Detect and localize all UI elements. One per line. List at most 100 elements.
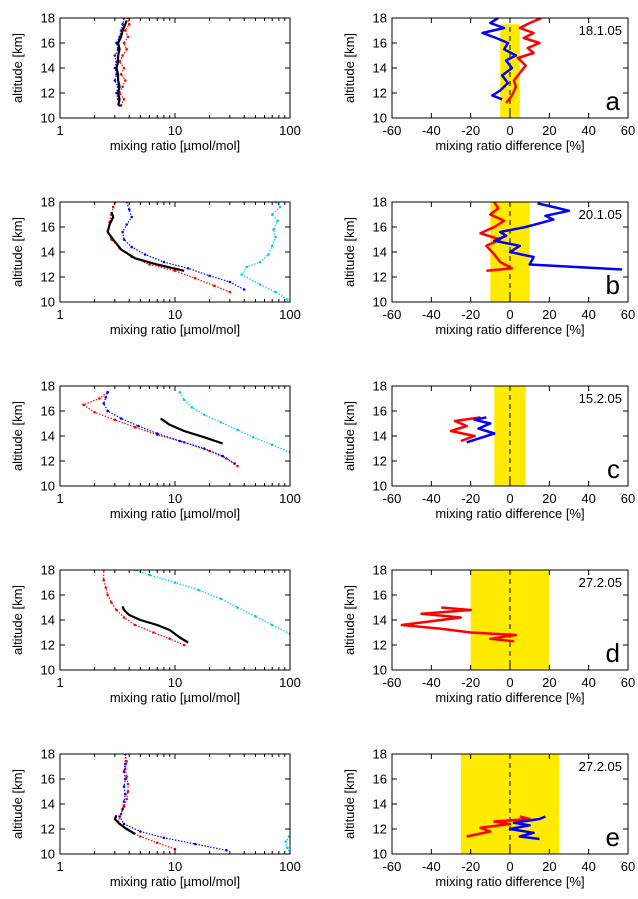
data-point-4 xyxy=(219,421,223,424)
series-2 xyxy=(240,202,289,301)
panel-date-label: 27.2.05 xyxy=(579,575,622,590)
x-tick-label: 1 xyxy=(56,307,63,322)
data-point-12 xyxy=(124,29,127,32)
data-point-3 xyxy=(186,267,190,270)
data-point-6 xyxy=(190,406,194,409)
x-tick-label: 40 xyxy=(581,675,595,690)
data-point-13 xyxy=(121,23,124,26)
y-tick-label: 16 xyxy=(373,220,387,235)
data-point-1 xyxy=(168,637,171,641)
panel-letter-label: c xyxy=(607,454,620,484)
x-tick-label: 20 xyxy=(542,859,556,874)
y-tick-label: 12 xyxy=(41,270,55,285)
x-axis-label: mixing ratio [µmol/mol] xyxy=(110,874,240,889)
y-tick-label: 16 xyxy=(373,404,387,419)
y-tick-label: 14 xyxy=(373,613,387,628)
data-point-5 xyxy=(197,588,200,592)
y-tick-label: 14 xyxy=(373,245,387,260)
data-point-12 xyxy=(278,205,282,209)
plot-frame xyxy=(59,569,291,671)
panel-letter-label: d xyxy=(606,638,620,668)
panel-date-label: 20.1.05 xyxy=(579,207,622,222)
data-point-1 xyxy=(155,841,159,845)
data-point-7 xyxy=(148,573,151,577)
data-point-8 xyxy=(121,230,124,234)
y-axis-label: altitude [km] xyxy=(342,401,357,471)
x-tick-label: -20 xyxy=(461,491,480,506)
data-point-9 xyxy=(126,782,130,786)
y-tick-label: 14 xyxy=(373,61,387,76)
data-point-3 xyxy=(236,428,239,432)
data-point-6 xyxy=(121,807,124,811)
data-point-0 xyxy=(242,288,246,291)
data-point-2 xyxy=(162,836,166,840)
x-tick-label: 10 xyxy=(168,675,182,690)
x-tick-label: -60 xyxy=(383,123,402,138)
data-point-0 xyxy=(236,464,239,468)
data-point-0 xyxy=(225,849,228,852)
data-point-9 xyxy=(104,396,108,399)
x-tick-label: 10 xyxy=(168,307,182,322)
data-point-3 xyxy=(236,606,239,609)
y-axis-label: altitude [km] xyxy=(10,33,25,103)
series-2 xyxy=(178,391,290,454)
x-tick-label: -40 xyxy=(422,675,441,690)
y-axis-label: altitude [km] xyxy=(342,769,357,839)
x-tick-label: -60 xyxy=(383,859,402,874)
x-axis-label: mixing ratio difference [%] xyxy=(435,322,584,337)
y-tick-label: 10 xyxy=(41,111,55,126)
data-point-5 xyxy=(115,608,118,612)
y-tick-label: 12 xyxy=(41,638,55,653)
y-tick-label: 10 xyxy=(373,663,387,678)
series-2 xyxy=(284,835,290,854)
data-point-4 xyxy=(148,263,151,266)
x-tick-label: -20 xyxy=(461,675,480,690)
data-point-3 xyxy=(121,85,124,89)
y-tick-label: 14 xyxy=(373,797,387,812)
x-tick-label: 0 xyxy=(506,675,513,690)
chart-right-3: 10 12 14 16 18 -60 -40 -20 0 20 40 60 mixing ratio d… xyxy=(342,379,635,522)
data-point-4 xyxy=(122,616,126,619)
series-0-line xyxy=(400,606,518,643)
data-point-11 xyxy=(111,205,115,209)
series-3-line xyxy=(159,417,224,445)
data-point-0 xyxy=(182,643,186,647)
series-0 xyxy=(82,391,239,468)
data-point-5 xyxy=(143,253,147,256)
series-0-line xyxy=(466,815,531,838)
y-tick-label: 12 xyxy=(41,86,55,101)
data-point-4 xyxy=(124,79,127,82)
data-point-4 xyxy=(219,597,223,601)
y-tick-label: 12 xyxy=(373,822,387,837)
y-tick-label: 10 xyxy=(373,111,387,126)
data-point-2 xyxy=(139,835,142,838)
series-0 xyxy=(102,570,186,647)
data-point-8 xyxy=(121,54,124,57)
series-2-line xyxy=(115,20,128,106)
x-tick-label: -40 xyxy=(422,491,441,506)
y-tick-label: 18 xyxy=(41,195,55,210)
data-point-2 xyxy=(152,631,155,634)
x-axis-label: mixing ratio [µmol/mol] xyxy=(110,690,240,705)
data-point-8 xyxy=(124,792,127,796)
data-point-8 xyxy=(82,403,85,407)
series-1 xyxy=(118,754,228,852)
data-point-6 xyxy=(267,253,270,256)
y-tick-label: 10 xyxy=(41,847,55,862)
data-point-4 xyxy=(113,79,117,82)
y-tick-label: 14 xyxy=(41,61,55,76)
x-tick-label: 20 xyxy=(542,491,556,506)
data-point-8 xyxy=(102,402,105,405)
x-axis-label: mixing ratio [µmol/mol] xyxy=(110,506,240,521)
chart-right-2: 10 12 14 16 18 -60 -40 -20 0 20 40 60 mixing ratio d… xyxy=(342,195,635,338)
x-tick-label: 60 xyxy=(621,491,635,506)
data-point-1 xyxy=(221,454,224,458)
x-tick-label: 1 xyxy=(56,675,63,690)
data-point-3 xyxy=(287,835,290,838)
data-point-1 xyxy=(274,290,277,294)
data-point-6 xyxy=(173,581,177,584)
data-point-5 xyxy=(119,73,123,76)
data-point-8 xyxy=(274,235,277,239)
